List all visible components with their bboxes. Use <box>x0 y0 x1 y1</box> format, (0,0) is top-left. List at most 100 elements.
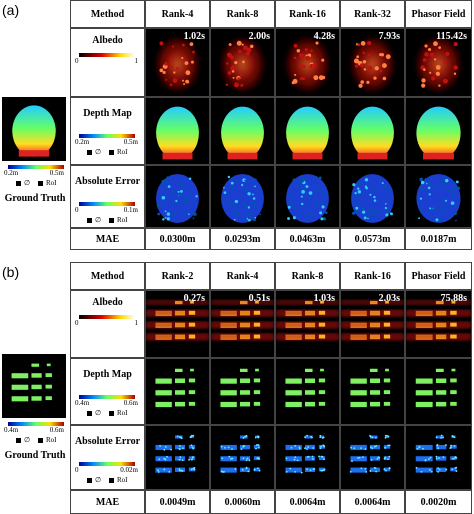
speckle <box>385 213 389 217</box>
speckle <box>314 189 318 193</box>
runtime: 1.03s <box>313 293 335 304</box>
speckle <box>357 187 360 190</box>
mae-label: MAE <box>70 490 145 514</box>
speckle <box>436 444 439 447</box>
speckle <box>320 445 322 448</box>
legend-swatch <box>38 181 43 186</box>
speckle <box>290 203 294 207</box>
bar <box>220 467 237 473</box>
header-cell: Phasor Field <box>405 0 472 28</box>
runtime: 75.88s <box>440 293 467 304</box>
speckle <box>432 207 437 212</box>
speckle <box>249 200 253 204</box>
speckle <box>304 436 306 438</box>
speckle <box>248 219 251 222</box>
speckle <box>445 468 448 471</box>
speckle <box>253 218 256 222</box>
speckle <box>257 444 260 446</box>
scale-min: 0 <box>75 466 79 474</box>
mae-value: 0.0463m <box>275 228 340 250</box>
speckle <box>424 44 428 48</box>
speckle <box>192 217 195 220</box>
speckle <box>435 455 438 458</box>
speckle <box>163 468 166 471</box>
speckle <box>223 191 227 194</box>
speckle <box>319 436 322 439</box>
gt-image <box>2 97 66 161</box>
bar <box>350 390 367 396</box>
speckle <box>427 186 431 190</box>
speckle <box>367 217 369 220</box>
bar <box>155 444 172 450</box>
speckle <box>159 445 162 447</box>
speckle <box>359 63 364 68</box>
speckle <box>253 204 257 208</box>
bar <box>239 390 251 395</box>
bar <box>435 435 444 439</box>
speckle <box>178 447 181 450</box>
image-cell: 0.51s <box>210 290 275 358</box>
bar <box>318 444 326 449</box>
speckle <box>305 185 309 189</box>
speckle <box>384 436 387 439</box>
speckle <box>259 213 261 216</box>
image-cell <box>405 358 472 425</box>
speckle <box>186 199 190 203</box>
speckle <box>162 218 165 221</box>
speckle <box>319 447 322 450</box>
speckle <box>319 189 322 192</box>
speckle <box>231 70 235 73</box>
speckle <box>166 176 169 179</box>
glow <box>276 299 339 305</box>
speckle <box>221 471 224 473</box>
bar <box>435 456 447 461</box>
bar <box>31 373 42 378</box>
speckle <box>390 212 393 216</box>
glow <box>406 333 471 340</box>
speckle <box>183 83 186 86</box>
header-cell: Rank-8 <box>275 262 340 290</box>
speckle <box>298 64 302 68</box>
speckle <box>231 187 234 191</box>
glow <box>341 333 404 340</box>
image-cell <box>405 425 472 490</box>
row-label: Depth Map <box>83 108 132 119</box>
row-label: Absolute Error <box>74 436 141 447</box>
bar <box>369 467 381 472</box>
speckle <box>367 53 371 57</box>
speckle <box>180 189 183 193</box>
speckle <box>305 55 311 61</box>
speckle <box>228 43 232 46</box>
speckle <box>350 446 352 449</box>
speckle <box>383 468 386 471</box>
speckle <box>157 212 161 216</box>
speckle <box>156 203 161 208</box>
speckle <box>435 436 438 439</box>
runtime: 1.02s <box>183 31 205 42</box>
speckle <box>185 79 189 84</box>
speckle <box>245 215 249 218</box>
speckle <box>420 470 423 473</box>
speckle <box>386 434 388 437</box>
speckle <box>240 448 243 451</box>
speckle <box>181 459 184 462</box>
bar <box>415 390 433 396</box>
speckle <box>423 68 426 71</box>
speckle <box>164 217 167 219</box>
speckle <box>309 469 312 472</box>
bar <box>239 401 251 407</box>
speckle <box>321 205 325 209</box>
speckle <box>360 207 365 211</box>
glow <box>341 309 404 316</box>
depth-image <box>146 359 209 424</box>
speckle <box>301 190 305 194</box>
speckle <box>443 78 448 84</box>
speckle <box>429 207 432 210</box>
speckle <box>302 77 305 81</box>
speckle <box>422 58 427 62</box>
speckle <box>292 78 298 84</box>
speckle <box>442 436 444 439</box>
speckle <box>369 211 374 215</box>
speckle <box>294 470 297 473</box>
head-glow <box>416 37 461 92</box>
